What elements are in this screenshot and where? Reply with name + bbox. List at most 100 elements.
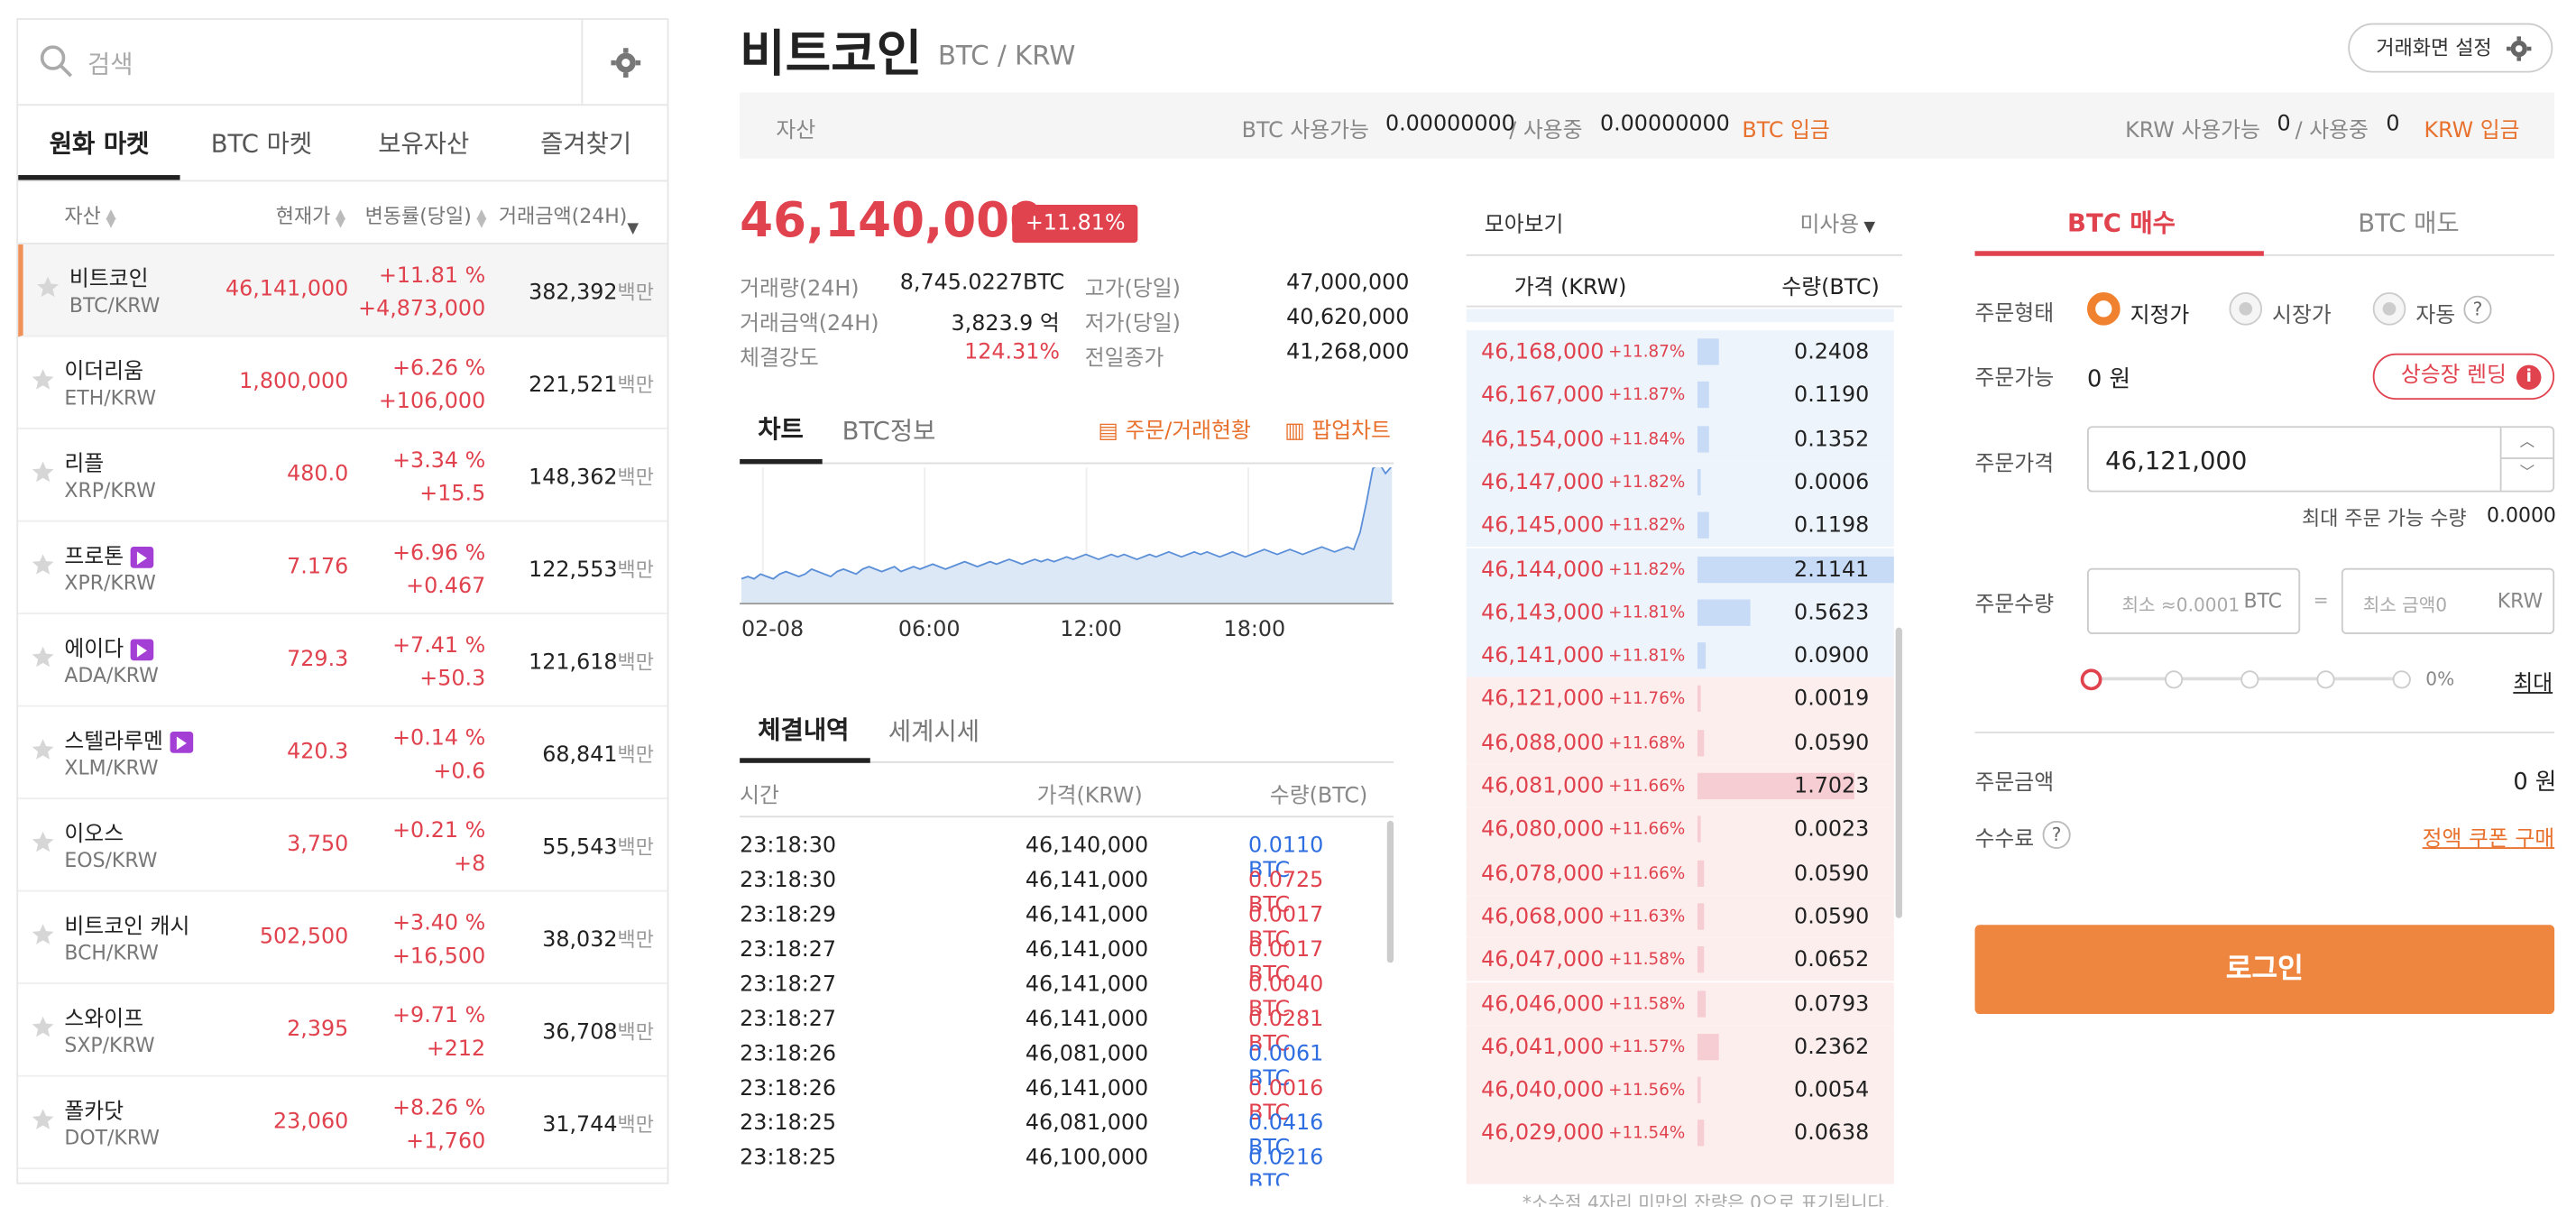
slider-tick[interactable] <box>2316 670 2335 689</box>
star-icon[interactable] <box>32 738 55 761</box>
ask-row[interactable]: 46,147,000 +11.82% 0.0006 <box>1466 460 1894 504</box>
price-down-button[interactable]: ﹀ <box>2519 465 2535 483</box>
star-icon[interactable] <box>32 553 55 576</box>
coin-row[interactable]: 에이다 ADA/KRW 729.3 +7.41 % +50.3 121,618백만 <box>18 614 667 707</box>
slider-handle[interactable] <box>2080 668 2102 691</box>
bid-row[interactable]: 46,029,000 +11.54% 0.0638 <box>1466 1111 1894 1156</box>
ask-row[interactable]: 46,168,000 +11.87% 0.2408 <box>1466 330 1894 374</box>
ask-row[interactable]: 46,167,000 +11.87% 0.1190 <box>1466 373 1894 418</box>
star-icon[interactable] <box>32 368 55 392</box>
bid-row[interactable]: 46,068,000 +11.63% 0.0590 <box>1466 895 1894 939</box>
bid-row[interactable]: 46,041,000 +11.57% 0.2362 <box>1466 1025 1894 1069</box>
star-icon[interactable] <box>32 646 55 669</box>
info-icon: i <box>2516 364 2542 391</box>
price-chart[interactable] <box>740 467 1394 608</box>
star-icon[interactable] <box>32 461 55 484</box>
bid-row[interactable]: 46,081,000 +11.66% 1.7023 <box>1466 764 1894 808</box>
max-button[interactable]: 최대 <box>2513 672 2553 697</box>
coin-row[interactable]: 리플 XRP/KRW 480.0 +3.34 % +15.5 148,362백만 <box>18 429 667 522</box>
sort-volume[interactable]: 거래금액(24H) ▼ <box>498 205 639 238</box>
radio-auto[interactable] <box>2372 292 2406 326</box>
bid-row[interactable] <box>1466 1155 1894 1184</box>
tab-buy[interactable]: BTC 매수 <box>2067 207 2176 238</box>
coin-row[interactable]: 비트코인 캐시 BCH/KRW 502,500 +3.40 % +16,500 38,03… <box>18 892 667 985</box>
star-icon[interactable] <box>32 923 55 946</box>
bid-row[interactable]: 46,088,000 +11.68% 0.0590 <box>1466 721 1894 765</box>
coin-price: 502,500 <box>259 925 349 950</box>
ask-row[interactable]: 46,143,000 +11.81% 0.5623 <box>1466 591 1894 635</box>
star-icon[interactable] <box>32 831 55 854</box>
tab-krw-market[interactable]: 원화 마켓 <box>18 106 181 180</box>
coin-row[interactable]: 폴카닷 DOT/KRW 23,060 +8.26 % +1,760 31,744백만 <box>18 1077 667 1170</box>
settings-button[interactable] <box>581 19 667 106</box>
bid-row[interactable]: 46,047,000 +11.58% 0.0652 <box>1466 938 1894 982</box>
tab-btc-market[interactable]: BTC 마켓 <box>210 128 313 159</box>
help-icon[interactable]: ? <box>2042 820 2071 849</box>
slider-tick[interactable] <box>2165 670 2184 689</box>
group-select[interactable]: 미사용 ▼ <box>1799 207 1875 237</box>
coin-volume: 148,362백만 <box>529 465 654 491</box>
btc-deposit-link[interactable]: BTC 입금 <box>1742 118 1830 144</box>
login-button[interactable]: 로그인 <box>1974 925 2555 1015</box>
coin-row[interactable]: 프로톤 XPR/KRW 7.176 +6.96 % +0.467 122,553백만 <box>18 522 667 615</box>
krw-deposit-link[interactable]: KRW 입금 <box>2424 118 2520 144</box>
sort-change[interactable]: 변동률(당일) ▲ ▼ <box>364 205 487 229</box>
tab-favorites[interactable]: 즐겨찾기 <box>540 128 632 159</box>
ask-row[interactable]: 46,145,000 +11.82% 0.1198 <box>1466 503 1894 548</box>
coin-change: +0.21 % +8 <box>392 819 486 878</box>
price-input[interactable]: 46,121,000 ︿ ﹀ <box>2087 426 2555 493</box>
coin-row[interactable]: 스텔라루멘 XLM/KRW 420.3 +0.14 % +0.6 68,841백만 <box>18 707 667 800</box>
bid-row[interactable]: 46,046,000 +11.58% 0.0793 <box>1466 981 1894 1026</box>
tab-btc-info[interactable]: BTC정보 <box>842 416 936 447</box>
price-up-button[interactable]: ︿ <box>2501 428 2553 459</box>
amount-input[interactable]: 최소 금액0 KRW <box>2341 567 2555 634</box>
tab-global-price[interactable]: 세계시세 <box>888 716 980 747</box>
coin-name: 리플 <box>64 452 105 478</box>
bid-row[interactable]: 46,121,000 +11.76% 0.0019 <box>1466 677 1894 722</box>
trade-row: 23:18:27 46,141,000 0.0017 BTC <box>740 935 1364 988</box>
ob-change: +11.68% <box>1608 734 1686 753</box>
coin-row[interactable]: 비트코인 BTC/KRW 46,141,000 +11.81 % +4,873,000 3… <box>18 244 667 337</box>
layout-settings-button[interactable]: 거래화면 설정 <box>2348 23 2553 73</box>
tab-sell[interactable]: BTC 매도 <box>2358 207 2460 238</box>
total-label: 주문금액 <box>1974 770 2055 797</box>
slider-tick[interactable] <box>2392 670 2411 689</box>
bid-row[interactable]: 46,078,000 +11.66% 0.0590 <box>1466 851 1894 896</box>
bid-row[interactable]: 46,080,000 +11.66% 0.0023 <box>1466 807 1894 852</box>
avail-label: 주문가능 <box>1974 366 2055 392</box>
coin-row[interactable]: 이오스 EOS/KRW 3,750 +0.21 % +8 55,543백만 <box>18 799 667 892</box>
search-input[interactable]: 검색 <box>87 49 133 79</box>
star-icon[interactable] <box>36 276 60 299</box>
popup-chart-link[interactable]: ▥ 팝업차트 <box>1284 413 1391 444</box>
trade-price: 46,081,000 <box>1025 1111 1149 1137</box>
lending-button[interactable]: 상승장 렌딩 i <box>2372 353 2555 401</box>
orders-status-link[interactable]: ▤ 주문/거래현황 <box>1098 413 1250 444</box>
orderbook-scrollbar[interactable] <box>1895 627 1902 918</box>
divider <box>1466 253 1902 256</box>
ob-depth-bar <box>1697 1076 1701 1104</box>
trade-qty: 0.0725 BTC <box>1248 868 1324 918</box>
trades-scrollbar[interactable] <box>1386 820 1394 963</box>
tab-chart[interactable]: 차트 <box>758 414 804 445</box>
ask-row[interactable]: 46,144,000 +11.82% 2.1141 <box>1466 547 1894 592</box>
coupon-link[interactable]: 정액 쿠폰 구매 <box>2422 827 2555 852</box>
qty-input[interactable]: 최소 ≈0.0001 BTC <box>2087 567 2301 634</box>
ob-qty: 2.1141 <box>1794 557 1870 583</box>
slider-tick[interactable] <box>2240 670 2259 689</box>
star-icon[interactable] <box>32 1108 55 1131</box>
star-icon[interactable] <box>32 1016 55 1039</box>
tab-trades[interactable]: 체결내역 <box>758 714 850 745</box>
bid-row[interactable]: 46,040,000 +11.56% 0.0054 <box>1466 1068 1894 1112</box>
sort-price[interactable]: 현재가 ▲ ▼ <box>275 205 346 229</box>
coin-row[interactable]: 스와이프 SXP/KRW 2,395 +9.71 % +212 36,708백만 <box>18 984 667 1077</box>
radio-market[interactable] <box>2229 292 2263 326</box>
ob-depth-bar <box>1697 642 1706 669</box>
tab-holdings[interactable]: 보유자산 <box>378 128 470 159</box>
sort-asset[interactable]: 자산 ▲ ▼ <box>64 205 116 229</box>
pair-label: BTC / KRW <box>937 39 1076 71</box>
coin-row[interactable]: 이더리움 ETH/KRW 1,800,000 +6.26 % +106,000 221,5… <box>18 336 667 429</box>
ask-row[interactable]: 46,141,000 +11.81% 0.0900 <box>1466 634 1894 678</box>
help-icon[interactable]: ? <box>2463 295 2492 324</box>
radio-limit[interactable] <box>2087 292 2121 326</box>
ask-row[interactable]: 46,154,000 +11.84% 0.1352 <box>1466 417 1894 461</box>
